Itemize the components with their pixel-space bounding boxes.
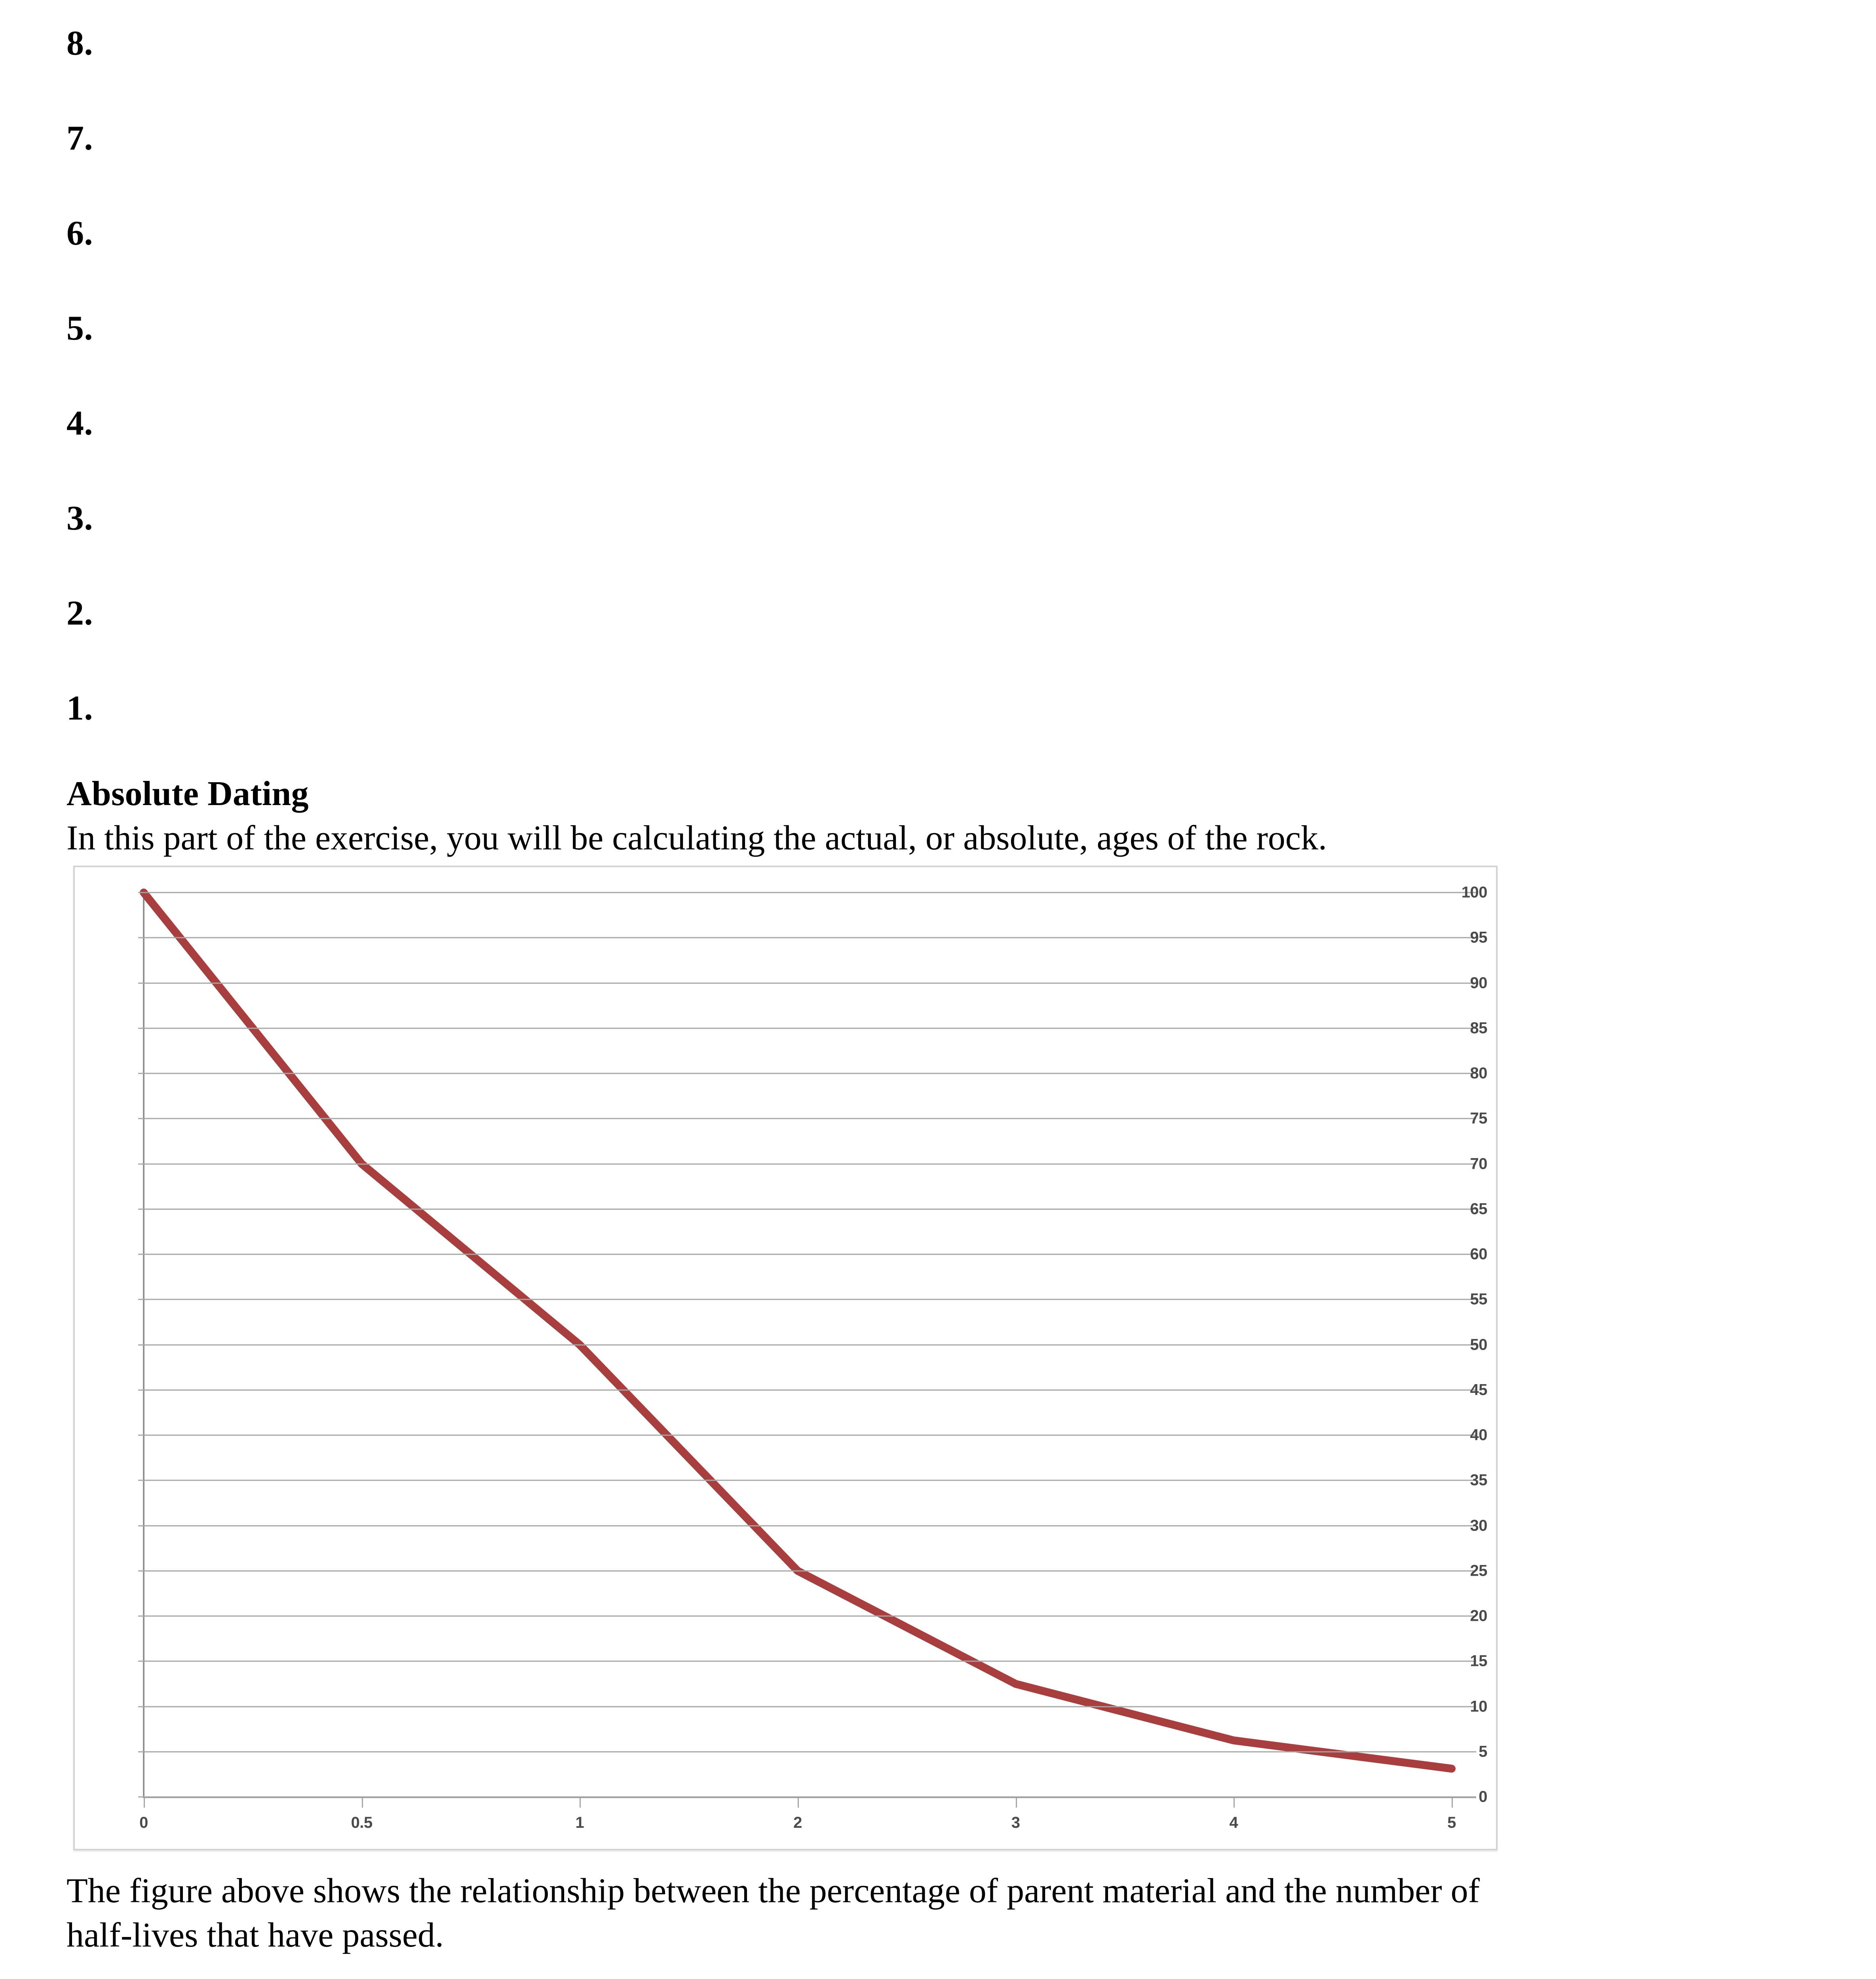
y-axis-tick-label: 5 xyxy=(1479,1743,1487,1761)
list-item: 4. xyxy=(67,404,93,443)
y-axis-tick xyxy=(138,1389,144,1391)
y-axis-tick xyxy=(138,1344,144,1345)
y-axis-tick xyxy=(138,1660,144,1662)
gridline xyxy=(143,1163,1476,1164)
y-axis-tick-label: 40 xyxy=(1470,1426,1488,1444)
y-axis-tick xyxy=(138,1073,144,1074)
y-axis-tick xyxy=(138,1027,144,1029)
y-axis-tick-label: 70 xyxy=(1470,1155,1488,1172)
list-item: 5. xyxy=(67,309,93,348)
y-axis-tick xyxy=(138,1615,144,1617)
x-axis-tick xyxy=(798,1798,799,1808)
x-axis-tick-label: 5 xyxy=(1447,1814,1456,1831)
y-axis-tick xyxy=(138,1480,144,1481)
y-axis-tick-label: 35 xyxy=(1470,1471,1488,1489)
gridline xyxy=(143,1796,1476,1798)
y-axis-tick-label: 90 xyxy=(1470,974,1488,991)
gridline xyxy=(143,1615,1476,1617)
y-axis-tick xyxy=(138,1253,144,1255)
gridline xyxy=(143,1118,1476,1119)
gridline xyxy=(143,1299,1476,1300)
x-axis-tick xyxy=(1234,1798,1235,1808)
half-life-decay-chart: 100 95 90 85 80 75 70 65 60 55 50 45 40 35 30 25 20 15 10 5… xyxy=(73,866,1498,1850)
x-axis-tick-label: 0.5 xyxy=(351,1814,373,1831)
list-item: 1. xyxy=(67,689,93,727)
y-axis-tick xyxy=(138,937,144,938)
y-axis-tick xyxy=(138,1118,144,1119)
y-axis-tick-label: 15 xyxy=(1470,1652,1488,1670)
gridline xyxy=(143,1706,1476,1707)
y-axis-tick xyxy=(138,1706,144,1707)
gridline xyxy=(143,1344,1476,1345)
x-axis-tick-label: 2 xyxy=(793,1814,802,1831)
x-axis-tick-label: 1 xyxy=(575,1814,584,1831)
y-axis-tick-label: 95 xyxy=(1470,929,1488,946)
x-axis-tick-label: 3 xyxy=(1011,1814,1020,1831)
gridline xyxy=(143,1073,1476,1074)
gridline xyxy=(143,1027,1476,1029)
gridline xyxy=(143,937,1476,938)
y-axis-tick xyxy=(138,1208,144,1210)
y-axis-tick xyxy=(138,1525,144,1526)
y-axis-tick-label: 25 xyxy=(1470,1562,1488,1580)
gridline xyxy=(143,1434,1476,1436)
y-axis-tick-label: 60 xyxy=(1470,1245,1488,1263)
x-axis-tick xyxy=(1015,1798,1017,1808)
y-axis-tick xyxy=(138,1163,144,1164)
y-axis-tick-label: 85 xyxy=(1470,1019,1488,1037)
gridline xyxy=(143,1525,1476,1526)
y-axis-tick xyxy=(138,982,144,984)
y-axis-tick-label: 20 xyxy=(1470,1607,1488,1625)
y-axis-tick xyxy=(138,1751,144,1753)
gridline xyxy=(143,1751,1476,1753)
gridline xyxy=(143,1208,1476,1210)
gridline xyxy=(143,982,1476,984)
y-axis-tick-label: 50 xyxy=(1470,1336,1488,1353)
x-axis-tick xyxy=(144,1798,145,1808)
list-item: 7. xyxy=(67,119,93,158)
x-axis-tick xyxy=(361,1798,363,1808)
y-axis-tick-label: 75 xyxy=(1470,1109,1488,1127)
y-axis-tick xyxy=(138,1796,144,1798)
gridline xyxy=(143,1660,1476,1662)
list-item: 6. xyxy=(67,214,93,253)
decay-curve xyxy=(140,889,1456,1773)
y-axis-tick-label: 0 xyxy=(1479,1788,1487,1806)
y-axis-tick-label: 55 xyxy=(1470,1290,1488,1308)
x-axis-tick-label: 4 xyxy=(1229,1814,1238,1831)
gridline xyxy=(143,1480,1476,1481)
numbered-answer-list: 8. 7. 6. 5. 4. 3. 2. 1. xyxy=(67,24,1610,784)
list-item: 2. xyxy=(67,594,93,632)
y-axis-tick-label: 80 xyxy=(1470,1064,1488,1082)
y-axis-tick xyxy=(138,1299,144,1300)
y-axis-tick-label: 10 xyxy=(1470,1698,1488,1715)
gridline xyxy=(143,1389,1476,1391)
chart-plot-area: 100 95 90 85 80 75 70 65 60 55 50 45 40 35 30 25 20 15 10 5… xyxy=(75,867,1496,1849)
y-axis-tick xyxy=(138,1570,144,1572)
section-heading-absolute-dating: Absolute Dating xyxy=(67,775,309,813)
y-axis-tick xyxy=(138,892,144,893)
figure-caption: The figure above shows the relationship … xyxy=(67,1869,1808,1958)
list-item: 8. xyxy=(67,24,93,63)
list-item: 3. xyxy=(67,499,93,537)
y-axis-tick-label: 65 xyxy=(1470,1200,1488,1218)
y-axis-tick-label: 30 xyxy=(1470,1517,1488,1534)
figure-caption-line-1: The figure above shows the relationship … xyxy=(67,1872,1480,1910)
gridline xyxy=(143,892,1476,893)
y-axis-tick xyxy=(138,1434,144,1436)
x-axis-tick xyxy=(580,1798,581,1808)
gridline xyxy=(143,1253,1476,1255)
gridline xyxy=(143,1570,1476,1572)
x-axis-tick-label: 0 xyxy=(139,1814,148,1831)
y-axis-tick-label: 100 xyxy=(1461,883,1488,901)
section-intro-text: In this part of the exercise, you will b… xyxy=(67,819,1327,857)
x-axis-tick xyxy=(1452,1798,1453,1808)
figure-caption-line-2: half-lives that have passed. xyxy=(67,1916,444,1954)
y-axis-tick-label: 45 xyxy=(1470,1381,1488,1399)
